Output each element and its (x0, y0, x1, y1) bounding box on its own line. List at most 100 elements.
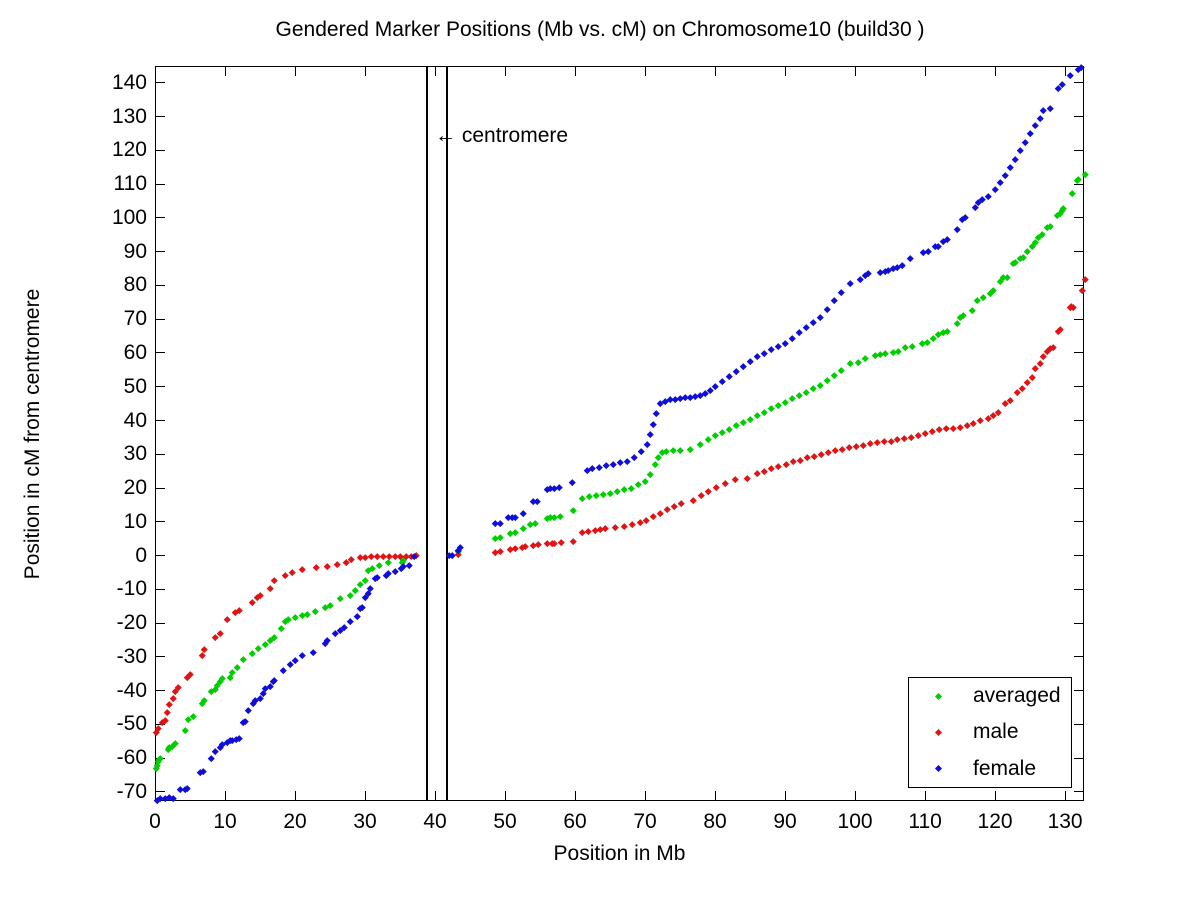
x-tick (924, 791, 926, 801)
x-tick (644, 791, 646, 801)
y-tick (155, 453, 165, 455)
x-tick (784, 791, 786, 801)
female-marker-icon (934, 765, 943, 773)
y-tick (155, 352, 165, 354)
x-tick-label: 20 (283, 810, 307, 833)
y-tick-label: -30 (116, 644, 147, 668)
x-tick-label: 40 (423, 810, 447, 833)
legend-row-female: female (909, 751, 1071, 786)
centromere-line (426, 66, 429, 801)
x-tick-label: 90 (773, 810, 797, 833)
y-tick-label: -20 (116, 611, 147, 635)
y-tick-label: 140 (111, 70, 147, 94)
x-tick (854, 791, 856, 801)
y-tick-right (1074, 149, 1084, 151)
y-tick-label: 40 (123, 408, 147, 432)
centromere-annotation: ← centromere (435, 123, 569, 147)
x-axis-label: Position in Mb (553, 842, 686, 865)
legend-label-averaged: averaged (973, 684, 1061, 708)
y-tick-label: 80 (123, 273, 147, 297)
y-tick-right (1074, 487, 1084, 489)
y-tick-label: 130 (111, 104, 147, 128)
legend: averaged male female (908, 677, 1072, 788)
y-tick (155, 723, 165, 725)
y-tick-right (1074, 521, 1084, 523)
y-tick (155, 690, 165, 692)
y-tick-label: -40 (116, 678, 147, 702)
y-tick-right (1074, 217, 1084, 219)
x-tick-top (154, 66, 156, 76)
y-tick-label: -50 (116, 712, 147, 736)
y-tick (155, 217, 165, 219)
y-tick-label: 60 (123, 340, 147, 364)
x-tick-top (924, 66, 926, 76)
y-tick-right (1074, 183, 1084, 185)
averaged-marker-icon (934, 692, 943, 700)
y-tick (155, 318, 165, 320)
x-tick-top (294, 66, 296, 76)
y-tick (155, 284, 165, 286)
y-tick-label: 70 (123, 307, 147, 331)
y-tick-label: 10 (123, 509, 147, 533)
y-tick-right (1074, 690, 1084, 692)
y-tick-right (1074, 352, 1084, 354)
legend-row-averaged: averaged (909, 679, 1071, 714)
y-tick-right (1074, 622, 1084, 624)
y-tick (155, 149, 165, 151)
y-tick-right (1074, 284, 1084, 286)
centromere-line (445, 66, 448, 801)
x-tick-label: 0 (149, 810, 161, 833)
male-marker-icon (934, 728, 943, 737)
x-tick-label: 80 (703, 810, 727, 833)
y-tick-right (1074, 116, 1084, 118)
x-tick-top (574, 66, 576, 76)
x-tick (504, 791, 506, 801)
x-tick-top (994, 66, 996, 76)
x-tick (434, 791, 436, 801)
y-tick-right (1074, 82, 1084, 84)
y-tick (155, 251, 165, 253)
x-tick (224, 791, 226, 801)
y-tick (155, 791, 165, 793)
legend-row-male: male (909, 715, 1071, 750)
y-tick (155, 116, 165, 118)
y-tick (155, 82, 165, 84)
legend-label-female: female (973, 756, 1037, 780)
y-tick-label: -10 (116, 577, 147, 601)
x-tick-top (1064, 66, 1066, 76)
y-tick-right (1074, 656, 1084, 658)
y-tick-right (1074, 588, 1084, 590)
legend-label-male: male (973, 720, 1019, 744)
x-tick-top (714, 66, 716, 76)
x-tick-label: 50 (493, 810, 517, 833)
x-tick-label: 100 (837, 810, 873, 833)
y-tick-right (1074, 251, 1084, 253)
x-tick-top (364, 66, 366, 76)
y-tick (155, 487, 165, 489)
x-tick (154, 791, 156, 801)
x-tick-top (854, 66, 856, 76)
y-tick-right (1074, 791, 1084, 793)
y-tick-right (1074, 318, 1084, 320)
y-tick (155, 656, 165, 658)
y-tick-label: 120 (111, 138, 147, 162)
y-tick (155, 183, 165, 185)
x-tick (994, 791, 996, 801)
y-axis-label: Position in cM from centromere (21, 288, 44, 580)
y-tick-right (1074, 723, 1084, 725)
chart-title: Gendered Marker Positions (Mb vs. cM) on… (275, 18, 925, 41)
x-tick (574, 791, 576, 801)
x-tick (364, 791, 366, 801)
y-tick-right (1074, 386, 1084, 388)
y-tick-label: -60 (116, 746, 147, 770)
y-tick-label: -70 (116, 779, 147, 803)
x-tick (1064, 791, 1066, 801)
y-tick-right (1074, 453, 1084, 455)
x-tick-top (504, 66, 506, 76)
x-tick-top (644, 66, 646, 76)
y-tick-label: 30 (123, 442, 147, 466)
y-tick (155, 386, 165, 388)
y-tick-label: 110 (113, 172, 147, 196)
y-tick (155, 622, 165, 624)
